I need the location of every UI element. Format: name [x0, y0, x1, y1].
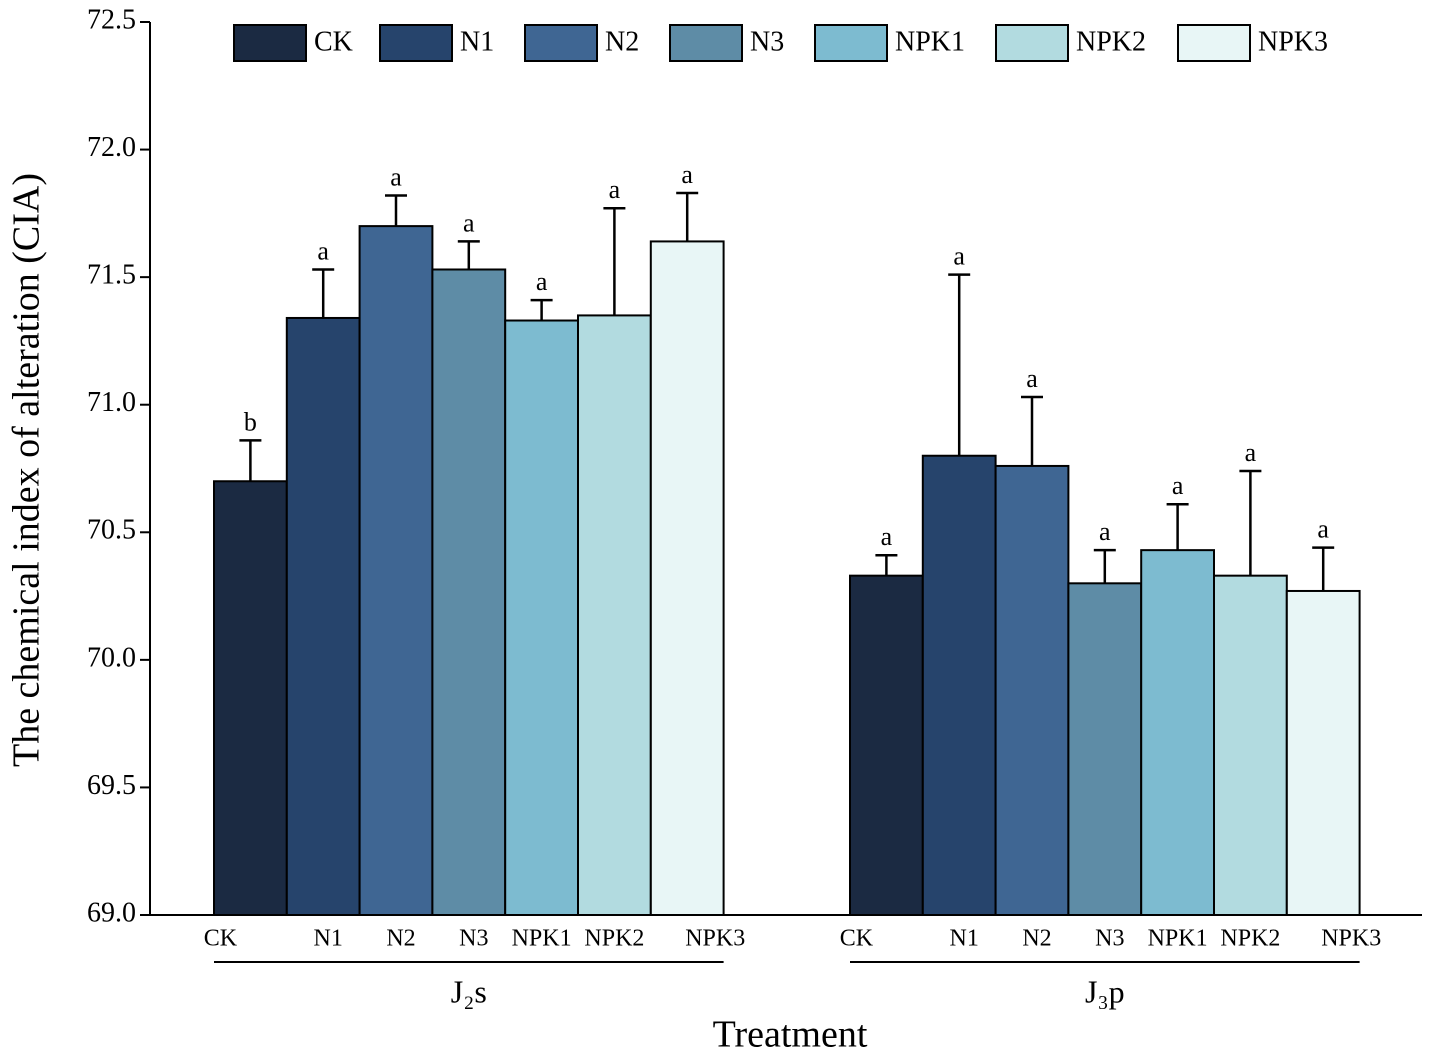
bar [994, 464, 1070, 916]
x-tick-label: CK [204, 926, 238, 952]
y-tick-label: 70.5 [87, 515, 136, 546]
y-tick-label: 72.0 [87, 132, 136, 163]
legend-swatch [524, 24, 598, 62]
legend-swatch [379, 24, 453, 62]
legend-swatch [233, 24, 307, 62]
bar [285, 316, 361, 917]
legend-swatch [669, 24, 743, 62]
significance-letter: a [536, 267, 548, 296]
bar [358, 225, 434, 917]
y-tick-label: 71.0 [87, 387, 136, 418]
x-tick-label: CK [840, 926, 874, 952]
significance-letter: a [1317, 515, 1329, 544]
significance-letter: a [390, 162, 402, 191]
group-label: J₃p [1085, 973, 1125, 1009]
bar [849, 574, 924, 916]
x-tick-label: N2 [1022, 926, 1051, 952]
legend-swatch [995, 24, 1069, 62]
legend-label: NPK2 [1076, 26, 1146, 57]
x-tick-label: NPK3 [1321, 926, 1381, 952]
bar [213, 480, 288, 916]
y-axis-label: The chemical index of alteration (CIA) [6, 173, 48, 767]
significance-letter: a [463, 208, 475, 237]
x-tick-label: N3 [459, 926, 488, 952]
legend-label: N1 [460, 26, 494, 57]
y-tick-label: 69.0 [87, 897, 136, 928]
significance-letter: a [1099, 517, 1111, 546]
x-tick-label: NPK1 [1148, 926, 1208, 952]
significance-letter: a [1245, 438, 1257, 467]
x-tick-label: NPK2 [584, 926, 644, 952]
legend-label: NPK3 [1258, 26, 1328, 57]
significance-letter: a [1172, 471, 1184, 500]
legend-label: N3 [750, 26, 784, 57]
y-tick-label: 72.5 [87, 4, 136, 35]
legend-swatch [814, 24, 888, 62]
x-tick-label: NPK2 [1220, 926, 1280, 952]
bar [1140, 549, 1215, 916]
y-tick-label: 70.0 [87, 642, 136, 673]
legend-label: NPK1 [895, 26, 965, 57]
significance-letter: a [1026, 364, 1038, 393]
legend-label: CK [314, 26, 353, 57]
x-tick-label: N2 [386, 926, 415, 952]
y-tick-label: 69.5 [87, 770, 136, 801]
y-tick-label: 71.5 [87, 260, 136, 291]
significance-letter: a [681, 160, 693, 189]
legend-label: N2 [605, 26, 639, 57]
significance-letter: a [953, 242, 965, 271]
x-tick-label: NPK1 [512, 926, 572, 952]
bar [1213, 574, 1288, 916]
x-tick-label: N1 [314, 926, 343, 952]
x-tick-label: NPK3 [685, 926, 745, 952]
bar [1285, 589, 1361, 916]
bar [649, 240, 725, 916]
bar [431, 268, 507, 916]
bar [504, 319, 580, 916]
x-axis-label: Treatment [713, 1014, 868, 1056]
significance-letter: a [317, 236, 329, 265]
x-tick-label: N1 [950, 926, 979, 952]
significance-letter: b [244, 407, 257, 436]
bar [577, 314, 652, 916]
legend-swatch [1177, 24, 1251, 62]
significance-letter: a [881, 522, 893, 551]
bar [921, 454, 997, 916]
bar [1067, 582, 1143, 916]
x-tick-label: N3 [1095, 926, 1124, 952]
group-label: J₂s [451, 973, 487, 1009]
significance-letter: a [609, 175, 621, 204]
